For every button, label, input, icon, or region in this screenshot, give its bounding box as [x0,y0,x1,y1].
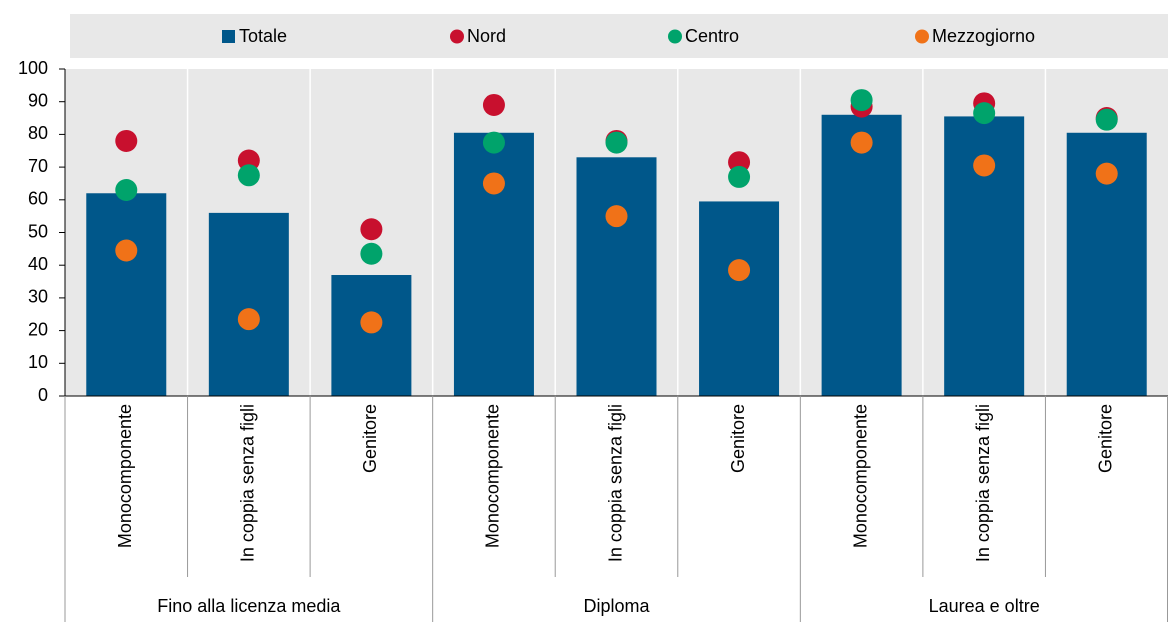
group-label: Diploma [583,596,650,616]
legend-label: Totale [239,26,287,46]
y-tick-label: 20 [28,319,48,339]
y-tick-label: 70 [28,156,48,176]
legend-label: Centro [685,26,739,46]
dot [1095,162,1118,185]
dot [115,178,138,201]
bar [821,114,902,396]
dot [728,259,751,282]
y-tick-label: 0 [38,385,48,405]
legend-label: Mezzogiorno [932,26,1035,46]
dot [973,102,996,125]
x-tick-label: Genitore [1095,404,1115,473]
bar [699,201,780,396]
y-tick-label: 30 [28,287,48,307]
dot [1095,108,1118,131]
group-label: Laurea e oltre [929,596,1040,616]
group-label: Fino alla licenza media [157,596,341,616]
dot [115,129,138,152]
dot [605,205,628,228]
dot [237,308,260,331]
dot [850,89,873,112]
legend-label: Nord [467,26,506,46]
dot [605,131,628,154]
y-tick-label: 50 [28,221,48,241]
dot [482,131,505,154]
bar [331,275,412,396]
dot [973,154,996,177]
x-tick-label: Monocomponente [850,404,870,548]
y-tick-label: 90 [28,90,48,110]
dot [850,131,873,154]
bar [576,157,657,396]
dot [360,311,383,334]
bar [86,193,167,396]
x-tick-label: Genitore [728,404,748,473]
x-tick-label: Monocomponente [483,404,503,548]
y-tick-label: 40 [28,254,48,274]
dot [728,165,751,188]
y-tick-label: 100 [18,58,48,78]
y-tick-label: 60 [28,189,48,209]
y-tick-label: 80 [28,123,48,143]
dot [115,239,138,262]
dot [360,242,383,265]
y-tick-label: 10 [28,352,48,372]
legend-marker [668,29,682,44]
legend-background [70,14,1168,58]
x-tick-label: In coppia senza figli [973,404,993,562]
bar [453,132,534,396]
dot [237,164,260,187]
x-tick-label: Genitore [360,404,380,473]
x-tick-label: In coppia senza figli [238,404,258,562]
bar [208,212,289,396]
legend-marker [222,30,235,43]
legend-marker [450,29,464,44]
dot [360,218,383,241]
dot [482,93,505,116]
x-tick-label: Monocomponente [115,404,135,548]
x-tick-label: In coppia senza figli [605,404,625,562]
legend-marker [915,29,929,44]
dot [482,172,505,195]
